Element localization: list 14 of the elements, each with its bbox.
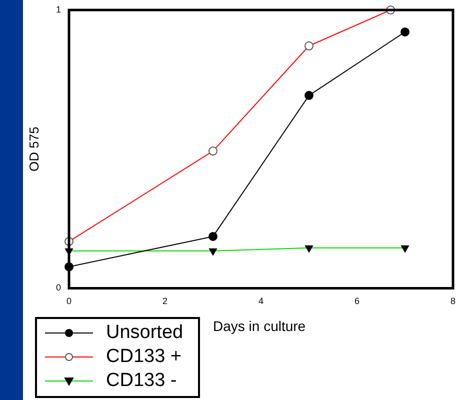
x-tick-label: 6 (354, 296, 360, 306)
legend-label: CD133 + (106, 346, 182, 368)
x-tick-label: 8 (450, 296, 456, 306)
y-tick-label: 1 (56, 4, 61, 14)
legend-label: Unsorted (106, 322, 184, 344)
x-tick-label: 2 (162, 296, 168, 306)
legend-label: CD133 - (106, 370, 177, 392)
point (400, 27, 410, 36)
x-axis-title: Days in culture (213, 318, 306, 334)
x-tick-label: 0 (66, 296, 72, 306)
point (304, 90, 314, 100)
y-axis-title: OD 575 (26, 126, 42, 172)
point (208, 232, 218, 241)
x-tick-label: 4 (258, 296, 264, 306)
